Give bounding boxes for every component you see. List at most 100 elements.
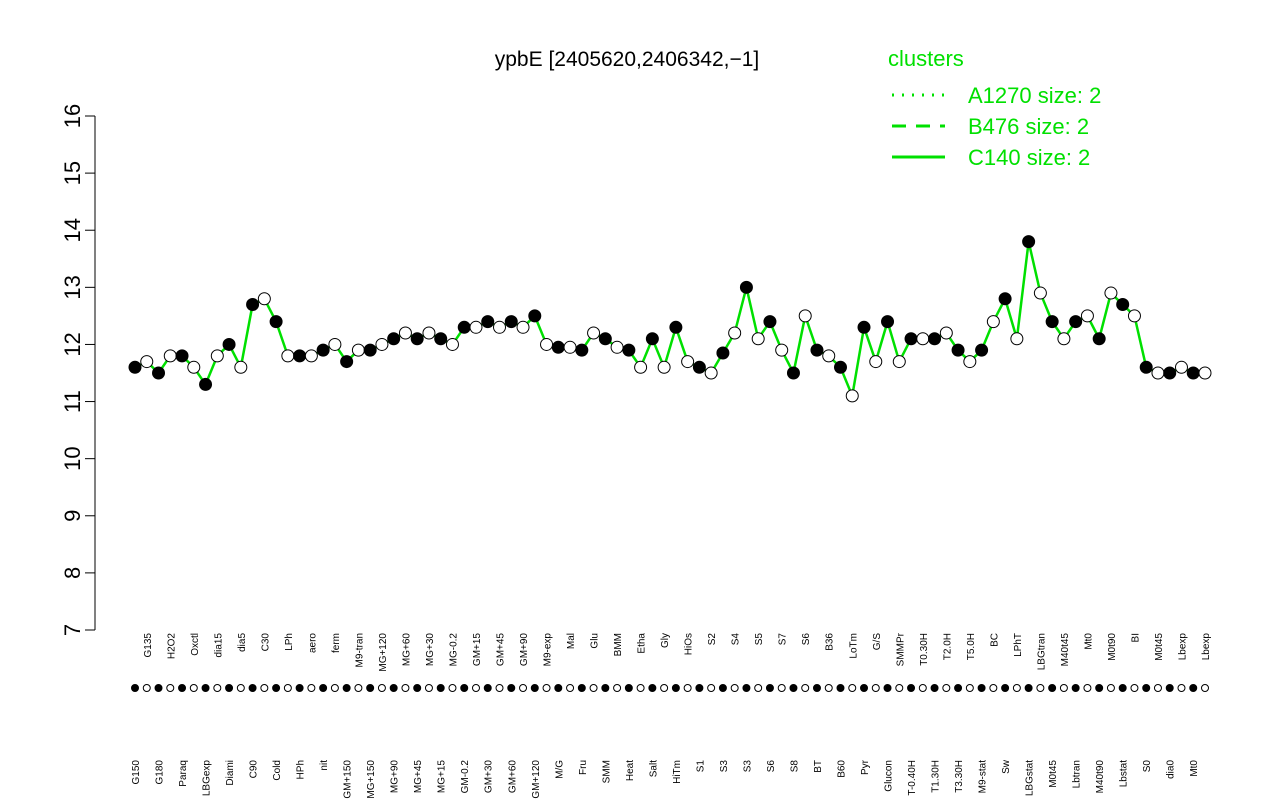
x-tick-label: BT (813, 760, 824, 773)
data-point (163, 349, 177, 363)
x-tick-label: M9-stat (978, 760, 989, 794)
x-tick-label: G180 (155, 760, 166, 785)
x-tick-label: M0t45 (1048, 760, 1059, 788)
category-dot (1201, 684, 1209, 692)
category-dot (189, 684, 198, 692)
data-point (328, 337, 342, 351)
category-dot (283, 684, 292, 692)
data-point (951, 343, 965, 357)
data-point (939, 326, 953, 340)
data-point (645, 332, 659, 346)
x-tick-label: GM+90 (519, 633, 530, 667)
data-point (340, 355, 354, 369)
category-dot (965, 684, 974, 692)
data-point (246, 297, 260, 311)
x-tick-label: Oxctl (190, 633, 201, 656)
data-point (869, 355, 883, 369)
x-tick-label: T5.0H (966, 633, 977, 660)
data-point (445, 337, 459, 351)
category-dot (1165, 684, 1174, 692)
category-dot (1118, 684, 1127, 692)
x-tick-label: S5 (754, 633, 765, 646)
data-point (622, 343, 636, 357)
x-tick-label: M40t45 (1060, 633, 1071, 667)
x-tick-label: G/S (872, 633, 883, 651)
x-tick-label: Glu (590, 633, 601, 649)
data-point (1186, 366, 1200, 380)
x-tick-label: LPh (284, 633, 295, 651)
category-dot (519, 684, 528, 692)
x-tick-label: Paraq (178, 760, 189, 787)
x-tick-label: dia15 (213, 633, 224, 658)
data-point (775, 343, 789, 357)
data-point (128, 360, 142, 374)
category-dot (201, 684, 210, 692)
category-dot (1071, 684, 1080, 692)
chart-title: ypbE [2405620,2406342,−1] (495, 48, 760, 71)
category-dot (307, 684, 316, 692)
x-tick-label: M40t90 (1095, 760, 1106, 794)
data-point (975, 343, 989, 357)
data-point (187, 360, 201, 374)
category-dot (1095, 684, 1104, 692)
category-dot (225, 684, 234, 692)
data-point (222, 337, 236, 351)
x-tick-label: T2.0H (942, 633, 953, 660)
data-point (304, 349, 318, 363)
x-tick-label: M0t90 (1107, 633, 1118, 661)
data-point (1127, 309, 1141, 323)
x-tick-label: M0t45 (1154, 633, 1165, 661)
data-point (363, 343, 377, 357)
category-dot (683, 684, 692, 692)
x-tick-label: H2O2 (166, 633, 177, 660)
x-tick-label: G150 (131, 760, 142, 785)
data-point (410, 332, 424, 346)
x-tick-label: GM+15 (472, 633, 483, 667)
category-dot (377, 684, 386, 692)
category-dot (624, 684, 633, 692)
x-tick-label: M9-tran (354, 633, 365, 667)
data-point (798, 309, 812, 323)
y-tick-label: 16 (60, 104, 85, 128)
legend-label: C140 size: 2 (968, 145, 1090, 170)
x-tick-label: HiOs (684, 633, 695, 655)
category-dot (554, 684, 563, 692)
x-tick-label: GM+45 (496, 633, 507, 667)
y-tick-label: 7 (60, 624, 85, 636)
x-tick-label: HiTm (672, 760, 683, 784)
data-point (881, 315, 895, 329)
y-tick-label: 14 (60, 218, 85, 242)
x-tick-label: dia0 (1166, 760, 1177, 779)
category-dot (942, 684, 951, 692)
category-dot (895, 684, 904, 692)
data-point (1010, 332, 1024, 346)
data-point (422, 326, 436, 340)
data-point (551, 340, 565, 354)
data-line (134, 241, 1205, 401)
x-tick-label: HPh (296, 760, 307, 779)
x-tick-label: MG+30 (425, 633, 436, 667)
data-point (1045, 315, 1059, 329)
x-tick-label: S4 (731, 633, 742, 646)
x-tick-label: Lbexp (1201, 633, 1212, 661)
data-point (293, 349, 307, 363)
data-point (1163, 366, 1177, 380)
x-tick-label: C30 (260, 633, 271, 652)
data-point (728, 326, 742, 340)
data-point (210, 349, 224, 363)
data-point (822, 349, 836, 363)
category-dot (883, 684, 892, 692)
category-dot (789, 684, 798, 692)
data-point (234, 360, 248, 374)
x-tick-label: B60 (836, 760, 847, 778)
data-point (857, 320, 871, 334)
data-point (516, 320, 530, 334)
x-tick-label: T0.30H (919, 633, 930, 666)
data-point (763, 315, 777, 329)
data-point (493, 320, 507, 334)
data-point (504, 315, 518, 329)
x-tick-label: GM+120 (531, 760, 542, 799)
x-tick-label: Cold (272, 760, 283, 781)
x-tick-label: Etha (637, 633, 648, 654)
